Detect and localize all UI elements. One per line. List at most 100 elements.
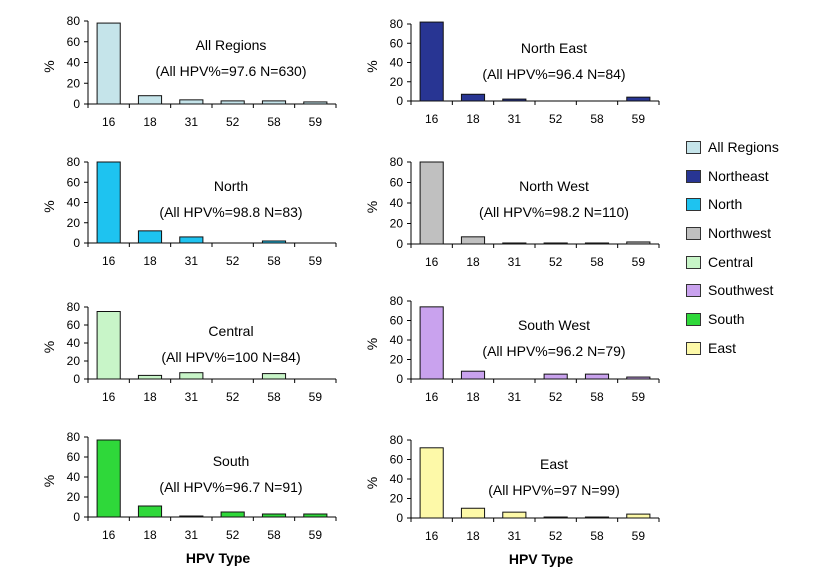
bar <box>261 240 287 244</box>
x-tick-label: 59 <box>309 115 323 129</box>
legend-label: Northwest <box>708 225 772 242</box>
bar <box>137 505 163 518</box>
x-tick-label: 31 <box>508 390 522 404</box>
x-tick-label: 52 <box>226 390 240 404</box>
y-axis-label: % <box>41 200 57 212</box>
y-tick-label: 40 <box>390 333 404 347</box>
x-tick-label: 31 <box>508 255 522 269</box>
x-tick-label: 18 <box>466 390 480 404</box>
y-tick-label: 20 <box>67 76 81 90</box>
y-tick-label: 80 <box>390 155 404 169</box>
legend-swatch <box>686 255 701 269</box>
legend-label: Central <box>708 253 754 270</box>
y-tick-label: 80 <box>67 430 81 444</box>
x-tick-label: 18 <box>143 390 157 404</box>
legend-item: All Regions <box>686 138 826 167</box>
bar <box>626 96 651 102</box>
bar <box>460 93 486 102</box>
legend-swatch <box>686 141 701 154</box>
y-tick-label: 0 <box>396 94 403 108</box>
y-tick-label: 20 <box>390 75 404 89</box>
chart-panel: 0 20 40 60 80 16 18 31 52 58 59% North (All HPV%=98.… <box>41 155 337 268</box>
legend-item: East <box>686 339 826 368</box>
legend-item: Northwest <box>686 224 826 253</box>
legend-item: Northeast <box>686 167 826 196</box>
y-axis-label: % <box>364 477 380 489</box>
y-tick-label: 0 <box>396 511 403 525</box>
y-tick-label: 0 <box>396 237 403 251</box>
y-tick-label: 20 <box>67 490 81 504</box>
bar <box>460 236 486 245</box>
y-tick-label: 60 <box>390 453 404 467</box>
legend-label: North <box>708 196 743 213</box>
x-tick-label: 16 <box>425 255 439 269</box>
y-tick-label: 40 <box>390 56 404 70</box>
x-tick-label: 58 <box>267 254 281 268</box>
bar <box>419 447 444 519</box>
bar <box>261 373 287 380</box>
chart-subtitle: (All HPV%=96.7 N=91) <box>159 479 302 495</box>
chart-subtitle: (All HPV%=98.2 N=110) <box>479 204 629 220</box>
chart-panel: 0 20 40 60 80 16 18 31 52 58 59% South (All HPV%=96.… <box>41 430 337 566</box>
bar <box>303 101 328 105</box>
x-tick-label: 16 <box>102 115 116 129</box>
legend: All Regions Northeast North Northwest Centra… <box>686 138 826 368</box>
y-axis-label: % <box>364 201 380 213</box>
y-tick-label: 60 <box>67 175 81 189</box>
y-axis-label: % <box>41 60 57 72</box>
bar <box>626 376 651 380</box>
y-tick-label: 20 <box>390 353 404 367</box>
y-tick-label: 0 <box>73 372 80 386</box>
x-tick-label: 58 <box>267 390 281 404</box>
x-tick-label: 18 <box>143 254 157 268</box>
x-tick-label: 52 <box>549 112 563 126</box>
chart-subtitle: (All HPV%=97 N=99) <box>488 482 620 498</box>
legend-label: All Regions <box>708 139 779 155</box>
bar <box>179 99 204 105</box>
y-tick-label: 80 <box>67 300 81 314</box>
x-tick-label: 16 <box>102 390 116 404</box>
x-tick-label: 59 <box>309 528 323 542</box>
bar <box>419 21 444 102</box>
x-axis-label: HPV Type <box>186 550 251 566</box>
x-tick-label: 59 <box>632 255 646 269</box>
x-tick-label: 52 <box>549 529 563 543</box>
legend-swatch <box>686 313 701 327</box>
y-tick-label: 20 <box>390 217 404 231</box>
y-tick-label: 40 <box>390 472 404 486</box>
y-tick-label: 80 <box>67 155 81 169</box>
y-tick-label: 60 <box>390 314 404 328</box>
legend-swatch <box>686 227 701 241</box>
y-tick-label: 80 <box>390 294 404 308</box>
y-axis-label: % <box>364 60 380 72</box>
y-tick-label: 40 <box>67 470 81 484</box>
legend-label: East <box>708 339 737 356</box>
x-tick-label: 16 <box>425 390 439 404</box>
bar <box>584 242 610 245</box>
y-tick-label: 60 <box>390 36 404 50</box>
x-tick-label: 59 <box>309 390 323 404</box>
x-tick-label: 31 <box>185 115 199 129</box>
bar <box>96 161 121 244</box>
legend-item: Central <box>686 253 826 282</box>
bar <box>419 161 444 245</box>
legend-label: Southwest <box>708 282 774 299</box>
x-tick-label: 16 <box>425 112 439 126</box>
x-tick-label: 58 <box>590 390 604 404</box>
chart-title: North West <box>519 178 589 194</box>
bar <box>584 373 610 380</box>
legend-label: South <box>708 311 745 328</box>
legend-item: Southwest <box>686 281 826 310</box>
bar <box>543 242 568 245</box>
x-tick-label: 31 <box>508 529 522 543</box>
x-tick-label: 16 <box>102 528 116 542</box>
y-tick-label: 20 <box>67 354 81 368</box>
bar <box>137 374 163 380</box>
bar <box>179 236 204 244</box>
chart-title: Central <box>208 323 253 339</box>
y-axis-label: % <box>364 338 380 350</box>
bar <box>460 370 486 380</box>
chart-title: All Regions <box>196 37 267 53</box>
x-tick-label: 52 <box>549 255 563 269</box>
